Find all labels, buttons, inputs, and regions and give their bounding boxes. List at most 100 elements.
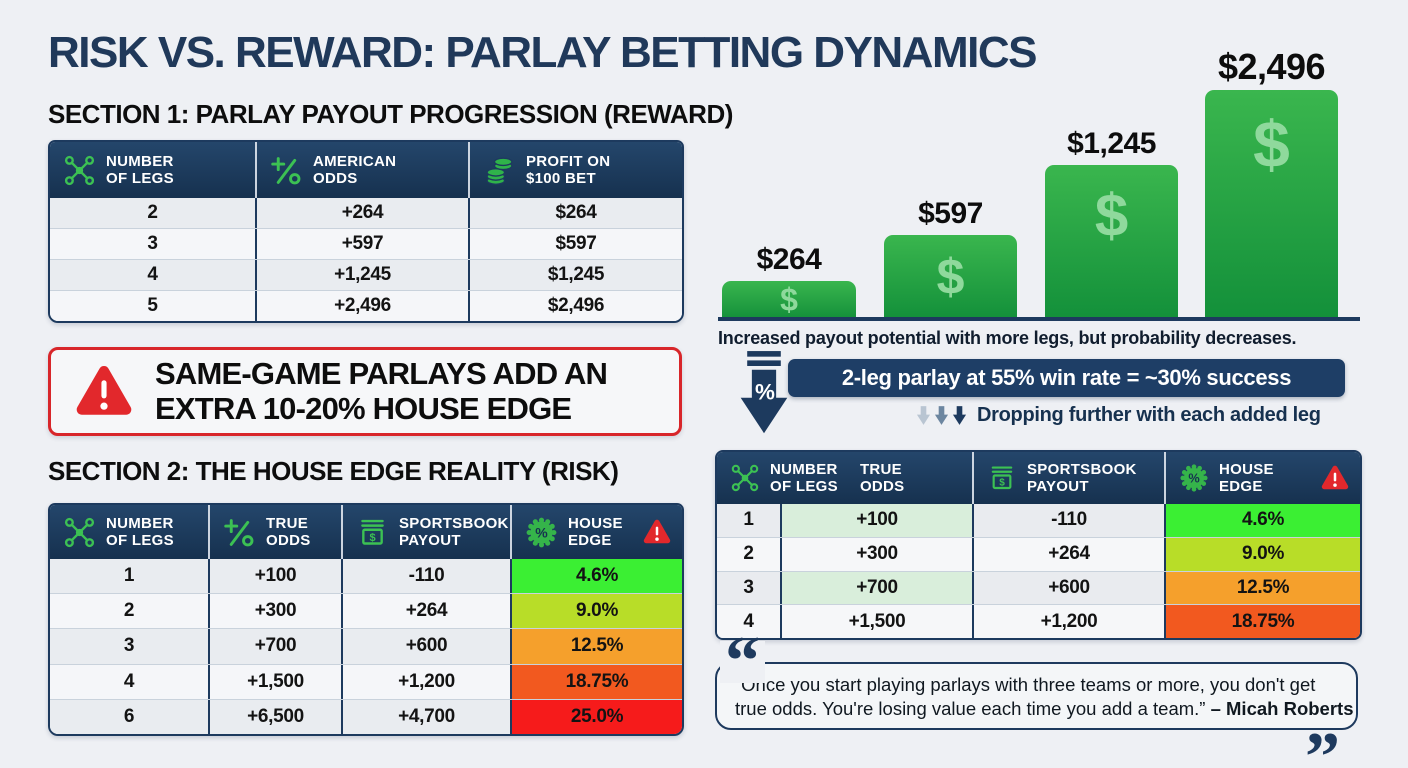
- alert-icon: [642, 518, 672, 546]
- drop-arrow-icon: [934, 405, 949, 425]
- svg-text:$: $: [369, 531, 375, 543]
- odds-icon: [223, 516, 256, 549]
- table-row: 2 +300 +264 9.0%: [717, 537, 1360, 572]
- header-cell: % HOUSE EDGE: [512, 505, 682, 559]
- table-cell: +600: [343, 629, 512, 664]
- table-cell: $597: [470, 229, 682, 259]
- table-body: 1 +100 -110 4.6% 2 +300 +264 9.0% 3 +700 +600 12.5%…: [50, 559, 682, 734]
- header-label: TRUE ODDS: [266, 514, 311, 549]
- table-cell: +597: [257, 229, 470, 259]
- drop-arrows: [916, 405, 967, 426]
- chart-baseline: [718, 317, 1360, 321]
- table-cell: 2: [50, 198, 257, 228]
- warning-line: SAME-GAME PARLAYS ADD AN: [155, 355, 608, 391]
- header-label: NUMBER OF LEGS: [106, 514, 174, 549]
- table-row: 1 +100 -110 4.6%: [717, 504, 1360, 538]
- table-row: 2 +264 $264: [50, 198, 682, 229]
- edge-cell: 12.5%: [512, 629, 682, 664]
- table-cell: 4: [50, 664, 210, 699]
- table-cell: +700: [210, 629, 343, 664]
- header-label: HOUSE EDGE: [568, 514, 623, 549]
- bar-label: $1,245: [1067, 127, 1156, 160]
- svg-text:%: %: [535, 524, 548, 540]
- edge-cell: 9.0%: [1166, 537, 1360, 571]
- table-cell: +600: [974, 571, 1166, 605]
- header-cell: PROFIT ON $100 BET: [470, 142, 682, 198]
- quote-open-icon: “: [720, 627, 765, 697]
- payout-icon: $: [356, 516, 389, 549]
- odds-icon: [270, 154, 303, 187]
- callout-pill: 2-leg parlay at 55% win rate = ~30% succ…: [788, 359, 1345, 397]
- header-label: TRUE ODDS: [859, 460, 905, 495]
- table-header-row: NUMBER OF LEGS TRUE ODDS $ SPORTSBOOK PAYOUT …: [717, 452, 1360, 504]
- header-cell: AMERICAN ODDS: [257, 142, 470, 198]
- quote-text: true odds. You're losing value each time…: [735, 698, 1211, 720]
- header-label: SPORTSBOOK PAYOUT: [1027, 460, 1137, 495]
- header-cell: NUMBER OF LEGS: [50, 505, 210, 559]
- table-cell: +264: [974, 537, 1166, 571]
- drop-note: Dropping further with each added leg: [977, 404, 1321, 426]
- table-cell: 1: [50, 559, 210, 594]
- table-cell: +1,200: [974, 605, 1166, 638]
- bar: $: [1205, 90, 1338, 319]
- edge-cell: 9.0%: [512, 594, 682, 629]
- header-label: NUMBER OF LEGS: [106, 152, 174, 187]
- edge-cell: 12.5%: [1166, 571, 1360, 605]
- bar: $: [884, 235, 1017, 319]
- header-cell: $ SPORTSBOOK PAYOUT: [343, 505, 512, 559]
- header-cell: NUMBER OF LEGS TRUE ODDS: [717, 452, 974, 504]
- dollar-glyph: $: [1094, 182, 1129, 249]
- header-cell: % HOUSE EDGE: [1166, 452, 1360, 504]
- bar: $: [1045, 165, 1178, 319]
- table-cell: +100: [782, 504, 974, 537]
- table-cell: +2,496: [257, 291, 470, 321]
- svg-text:$: $: [999, 478, 1005, 489]
- house-edge-table-right: NUMBER OF LEGS TRUE ODDS $ SPORTSBOOK PAYOUT …: [715, 450, 1362, 640]
- table-cell: 3: [50, 229, 257, 259]
- table-cell: 2: [50, 594, 210, 629]
- table-row: 4 +1,500 +1,200 18.75%: [50, 664, 682, 700]
- drop-row: Dropping further with each added leg: [916, 404, 1321, 427]
- badge-percent-icon: %: [525, 516, 558, 549]
- edge-cell: 4.6%: [1166, 504, 1360, 537]
- warning-text: SAME-GAME PARLAYS ADD AN EXTRA 10-20% HO…: [155, 355, 608, 426]
- legs-icon: [63, 154, 96, 187]
- legs-icon: [730, 463, 760, 493]
- quote-box: “Once you start playing parlays with thr…: [715, 662, 1358, 730]
- quote-author: – Micah Roberts: [1210, 698, 1354, 720]
- table-cell: +100: [210, 559, 343, 594]
- table-row: 1 +100 -110 4.6%: [50, 559, 682, 595]
- table-row: 5 +2,496 $2,496: [50, 291, 682, 321]
- edge-cell: 18.75%: [512, 664, 682, 699]
- table-header-row: NUMBER OF LEGS AMERICAN ODDS PROFIT ON $100…: [50, 142, 682, 198]
- table-row: 4 +1,245 $1,245: [50, 260, 682, 291]
- percent-arrow-icon: %: [736, 351, 792, 442]
- table-cell: -110: [343, 559, 512, 594]
- dollar-glyph: $: [1253, 107, 1290, 181]
- warning-line: EXTRA 10-20% HOUSE EDGE: [155, 390, 572, 426]
- table-cell: +1,500: [210, 664, 343, 699]
- svg-text:%: %: [755, 380, 775, 405]
- table-cell: 6: [50, 699, 210, 734]
- badge-percent-icon: %: [1179, 463, 1209, 493]
- table-row: 6 +6,500 +4,700 25.0%: [50, 699, 682, 734]
- bar: $: [722, 281, 856, 319]
- legs-icon: [63, 516, 96, 549]
- table-cell: +1,200: [343, 664, 512, 699]
- table-cell: 5: [50, 291, 257, 321]
- table-cell: 4: [717, 605, 782, 638]
- table-cell: 3: [50, 629, 210, 664]
- table-cell: +264: [343, 594, 512, 629]
- drop-arrow-icon: [916, 405, 931, 425]
- payout-icon: $: [987, 463, 1017, 493]
- table-cell: +300: [210, 594, 343, 629]
- quote-text-line: “Once you start playing parlays with thr…: [735, 674, 1316, 695]
- table-body: 1 +100 -110 4.6% 2 +300 +264 9.0% 3 +700 +600 12.5%…: [717, 504, 1360, 638]
- section2-heading: SECTION 2: THE HOUSE EDGE REALITY (RISK): [48, 456, 619, 486]
- header-label: HOUSE EDGE: [1219, 460, 1274, 495]
- table-cell: +1,500: [782, 605, 974, 638]
- table-row: 3 +597 $597: [50, 229, 682, 260]
- header-cell: $ SPORTSBOOK PAYOUT: [974, 452, 1166, 504]
- table-cell: 3: [717, 571, 782, 605]
